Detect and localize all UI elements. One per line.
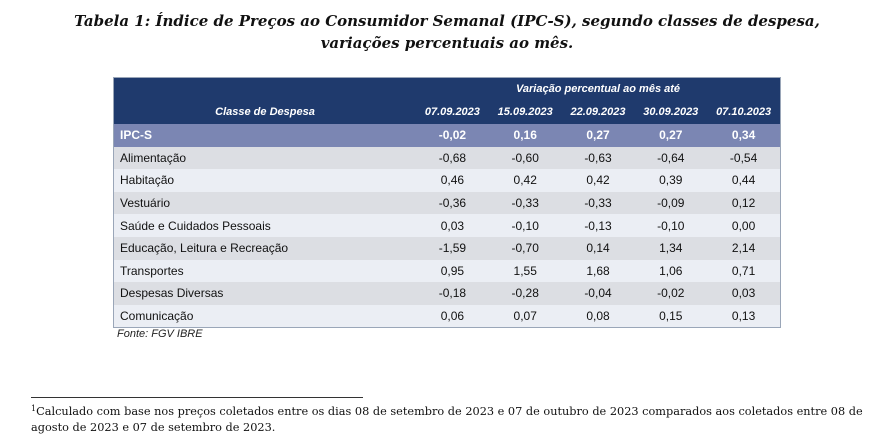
footnote: 1Calculado com base nos preços coletados… xyxy=(31,401,867,436)
caption-line-1: Tabela 1: Índice de Preços ao Consumidor… xyxy=(74,12,820,30)
row-label: Vestuário xyxy=(114,191,416,215)
table-row: Habitação 0,46 0,42 0,42 0,39 0,44 xyxy=(114,169,780,192)
row-label: Saúde e Cuidados Pessoais xyxy=(114,214,416,237)
value-cell: 0,12 xyxy=(707,191,780,215)
value-cell: -0,63 xyxy=(561,146,635,170)
value-cell: 0,44 xyxy=(707,169,780,192)
value-cell: 0,03 xyxy=(707,282,780,305)
table-row: Saúde e Cuidados Pessoais 0,03 -0,10 -0,13-… xyxy=(114,214,780,237)
value-cell: 2,14 xyxy=(707,236,780,260)
group-header: Variação percentual ao mês até xyxy=(416,78,780,100)
value-cell: -0,36 xyxy=(416,191,489,215)
table-row: Transportes 0,95 1,55 1,68 1,06 0,71 xyxy=(114,259,780,283)
value-cell: 1,55 xyxy=(488,259,562,283)
row-label: Comunicação xyxy=(114,304,416,328)
column-header-date: 15.09.2023 xyxy=(488,100,562,124)
row-label: Alimentação xyxy=(114,146,416,170)
ipcs-table: Variação percentual ao mês até Classe de… xyxy=(114,78,780,328)
row-label: Transportes xyxy=(114,259,416,283)
footnote-marker: 1 xyxy=(31,404,37,413)
table-row: Alimentação -0,68 -0,60 -0,63 -0,64 -0,54 xyxy=(114,146,780,170)
value-cell: -0,04 xyxy=(561,282,635,305)
ipcs-table-container: Variação percentual ao mês até Classe de… xyxy=(113,77,781,329)
column-header-date: 30.09.2023 xyxy=(634,100,708,124)
caption-text-1: Índice de Preços ao Consumidor Semanal (… xyxy=(155,12,820,30)
source-note: Fonte: FGV IBRE xyxy=(117,328,203,340)
value-cell: -0,02 xyxy=(634,282,708,305)
value-cell: -0,28 xyxy=(488,282,562,305)
value-cell: -0,18 xyxy=(416,282,489,305)
table-row: Educação, Leitura e Recreação -1,59 -0,70 0… xyxy=(114,236,780,260)
value-cell: 0,07 xyxy=(488,304,562,328)
value-cell: 0,00 xyxy=(707,214,780,237)
table-row: Vestuário -0,36 -0,33 -0,33 -0,09 0,12 xyxy=(114,191,780,215)
row-label: IPC-S xyxy=(114,124,416,147)
caption-line-2: variações percentuais ao mês. xyxy=(320,34,574,52)
value-cell: 1,34 xyxy=(634,236,708,260)
value-cell: 0,95 xyxy=(416,259,489,283)
value-cell: 0,15 xyxy=(634,304,708,328)
value-cell: -0,68 xyxy=(416,146,489,170)
row-label: Habitação xyxy=(114,169,416,192)
column-header-class: Classe de Despesa xyxy=(114,100,416,124)
value-cell: -1,59 xyxy=(416,236,489,260)
table-row: Comunicação 0,06 0,07 0,08 0,15 0,13 xyxy=(114,304,780,328)
value-cell: -0,33 xyxy=(561,191,635,215)
value-cell: -0,10 xyxy=(488,214,562,237)
value-cell: -0,60 xyxy=(488,146,562,170)
value-cell: 0,03 xyxy=(416,214,489,237)
column-header-date: 07.10.2023 xyxy=(707,100,780,124)
footnote-text: Calculado com base nos preços coletados … xyxy=(31,405,863,434)
table-caption: Tabela 1: Índice de Preços ao Consumidor… xyxy=(0,10,894,54)
column-header-date: 07.09.2023 xyxy=(416,100,489,124)
value-cell: 0,39 xyxy=(634,169,708,192)
value-cell: 0,42 xyxy=(488,169,562,192)
value-cell: -0,64 xyxy=(634,146,708,170)
value-cell: -0,02 xyxy=(416,124,489,147)
value-cell: 0,27 xyxy=(634,124,708,147)
value-cell: 0,27 xyxy=(561,124,635,147)
value-cell: 0,16 xyxy=(488,124,562,147)
value-cell: -0,33 xyxy=(488,191,562,215)
value-cell: 0,06 xyxy=(416,304,489,328)
value-cell: 0,08 xyxy=(561,304,635,328)
value-cell: -0,13 xyxy=(561,214,635,237)
value-cell: -0,10 xyxy=(634,214,708,237)
value-cell: 0,13 xyxy=(707,304,780,328)
row-label: Despesas Diversas xyxy=(114,282,416,305)
table-row: Despesas Diversas -0,18 -0,28 -0,04 -0,02 0,0… xyxy=(114,282,780,305)
value-cell: -0,09 xyxy=(634,191,708,215)
caption-label: Tabela 1 xyxy=(74,12,145,30)
footnote-divider xyxy=(31,397,363,398)
value-cell: 0,46 xyxy=(416,169,489,192)
table-body: IPC-S -0,02 0,16 0,27 0,27 0,34 Alimentação -0,… xyxy=(114,124,780,328)
table-row-total: IPC-S -0,02 0,16 0,27 0,27 0,34 xyxy=(114,124,780,147)
column-header-date: 22.09.2023 xyxy=(561,100,635,124)
header-blank xyxy=(114,78,416,100)
value-cell: 0,34 xyxy=(707,124,780,147)
value-cell: 1,68 xyxy=(561,259,635,283)
value-cell: 0,42 xyxy=(561,169,635,192)
value-cell: 0,14 xyxy=(561,236,635,260)
value-cell: -0,70 xyxy=(488,236,562,260)
value-cell: 0,71 xyxy=(707,259,780,283)
value-cell: -0,54 xyxy=(707,146,780,170)
value-cell: 1,06 xyxy=(634,259,708,283)
row-label: Educação, Leitura e Recreação xyxy=(114,236,416,260)
